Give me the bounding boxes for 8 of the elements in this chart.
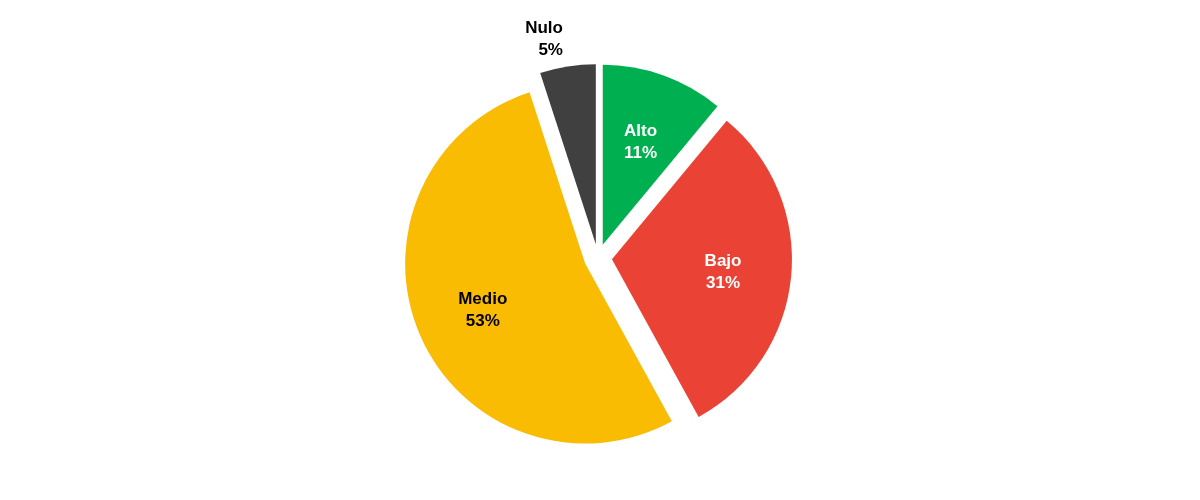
data-label: 53% — [465, 310, 500, 330]
data-label: 31% — [706, 272, 741, 292]
slice-label: Bajo — [704, 250, 742, 270]
slice-label: Nulo — [525, 17, 563, 37]
slice-label: Alto — [624, 120, 658, 140]
slice-label: Medio — [458, 288, 508, 308]
data-label: 5% — [538, 39, 563, 59]
data-label: 11% — [624, 142, 658, 162]
